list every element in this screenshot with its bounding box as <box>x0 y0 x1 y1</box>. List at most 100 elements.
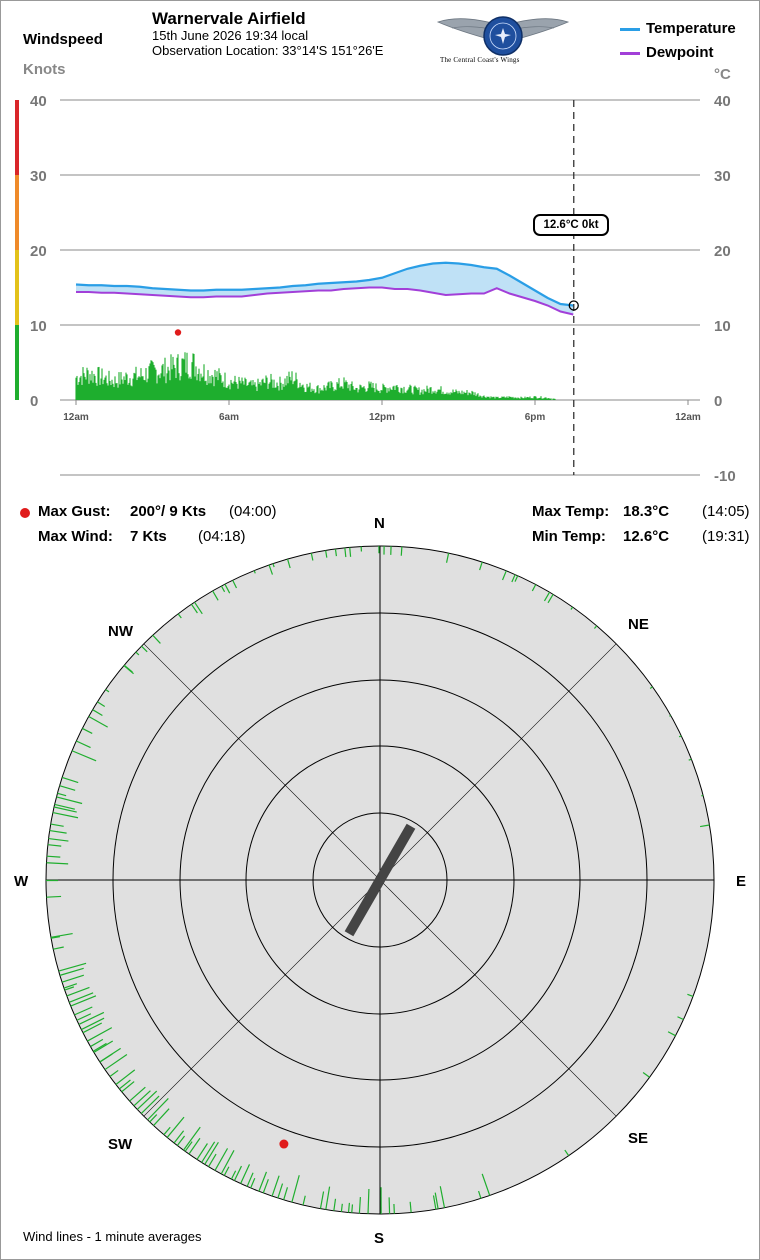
wind-tick <box>184 1141 193 1152</box>
compass-nw: NW <box>108 623 133 640</box>
wind-tick <box>56 796 83 805</box>
wind-tick <box>514 575 519 582</box>
wind-tick <box>87 1027 113 1042</box>
wind-tick <box>351 1204 354 1213</box>
wind-tick <box>82 727 93 734</box>
max-temp-label: Max Temp: <box>532 503 610 520</box>
wind-tick <box>349 547 352 557</box>
wind-tick <box>50 823 64 827</box>
wind-tick <box>224 583 231 594</box>
x-tick-label: 12pm <box>369 412 395 423</box>
wind-tick <box>334 548 337 557</box>
wind-tick <box>135 651 140 656</box>
wind-tick <box>53 806 77 813</box>
celsius-unit: °C <box>714 66 731 83</box>
x-tick-label: 12am <box>675 412 701 423</box>
logo-caption: The Central Coast's Wings <box>440 56 520 64</box>
wind-tick <box>232 579 238 589</box>
wind-tick <box>233 1165 243 1181</box>
legend-dewpoint: Dewpoint <box>646 44 714 61</box>
wind-tick <box>129 1086 146 1102</box>
left-tick-label: 10 <box>30 318 47 335</box>
wind-tick <box>119 1079 131 1090</box>
wind-tick <box>109 1069 119 1077</box>
right-tick-label: 30 <box>714 168 731 185</box>
max-gust-dot <box>279 1139 289 1149</box>
wind-tick <box>48 837 69 842</box>
wind-tick <box>68 992 94 1003</box>
wind-tick <box>92 1042 107 1052</box>
wind-tick <box>88 715 108 728</box>
wind-tick <box>93 1040 114 1053</box>
wind-tick <box>481 1173 491 1196</box>
wind-tick <box>340 1203 343 1212</box>
wind-tick <box>66 986 90 997</box>
wind-tick <box>153 1108 170 1126</box>
wind-tick <box>669 714 671 717</box>
speed-scale-band <box>15 250 19 325</box>
right-tick-label: 10 <box>714 318 731 335</box>
wind-tick <box>176 1135 186 1146</box>
wind-tick <box>49 830 67 834</box>
wind-tick <box>149 1114 158 1123</box>
wind-tick <box>367 1188 370 1214</box>
wind-tick <box>302 1195 306 1206</box>
wind-tick <box>71 750 97 762</box>
cursor-tooltip: 12.6°C 0kt <box>533 214 609 236</box>
left-tick-label: 40 <box>30 93 47 110</box>
wind-tick <box>47 844 62 847</box>
wind-tick <box>325 550 328 558</box>
max-gust-label: Max Gust: <box>38 503 111 520</box>
page-title: Warnervale Airfield <box>152 9 306 28</box>
wind-tick <box>59 967 84 976</box>
wind-tick <box>319 1191 325 1209</box>
wind-tick <box>687 993 694 997</box>
wind-tick <box>121 1081 135 1093</box>
wind-tick <box>570 606 574 610</box>
wind-tick <box>64 986 75 991</box>
wind-tick <box>688 758 692 761</box>
dewpoint-line <box>76 286 574 316</box>
wind-tick <box>531 584 537 592</box>
min-temp-value: 12.6°C <box>623 528 670 545</box>
wind-tick <box>333 1198 337 1211</box>
current-wind-bar <box>344 823 416 937</box>
wind-tick <box>277 1183 284 1199</box>
compass-sw: SW <box>108 1136 133 1153</box>
wind-tick <box>208 1153 217 1167</box>
x-tick-label: 12am <box>63 412 89 423</box>
wind-tick <box>166 1116 185 1138</box>
wind-tick <box>188 1137 201 1155</box>
min-temp-time: (19:31) <box>702 528 750 545</box>
wind-tick <box>163 1126 171 1136</box>
wind-tick <box>310 553 314 561</box>
wind-tick <box>409 1201 412 1213</box>
right-tick-label: 40 <box>714 93 731 110</box>
wind-tick <box>123 664 133 673</box>
wind-tick <box>543 591 551 602</box>
compass-w: W <box>14 873 29 890</box>
min-temp-label: Min Temp: <box>532 528 606 545</box>
wind-tick <box>105 689 110 693</box>
speed-scale-band <box>15 175 19 250</box>
wind-tick <box>58 962 87 972</box>
wind-tick <box>46 855 61 858</box>
observation-location: Observation Location: 33°14'S 151°26'E <box>152 43 384 58</box>
wind-tick <box>347 1202 350 1213</box>
wind-tick <box>501 570 507 581</box>
temp-dewpoint-spread <box>76 262 574 315</box>
compass-e: E <box>736 873 747 890</box>
wind-tick <box>61 974 84 983</box>
wind-tick <box>479 561 483 571</box>
cursor-point <box>568 300 579 311</box>
wind-tick <box>649 686 653 689</box>
wind-tick <box>564 1149 570 1156</box>
wind-tick <box>133 1090 151 1107</box>
wind-tick <box>214 1148 229 1171</box>
wind-tick <box>152 634 161 644</box>
knots-label: Knots <box>23 61 66 78</box>
wind-tick <box>54 803 75 810</box>
wind-tick <box>253 570 256 574</box>
wind-tick <box>177 613 182 619</box>
wind-tick <box>272 563 275 568</box>
